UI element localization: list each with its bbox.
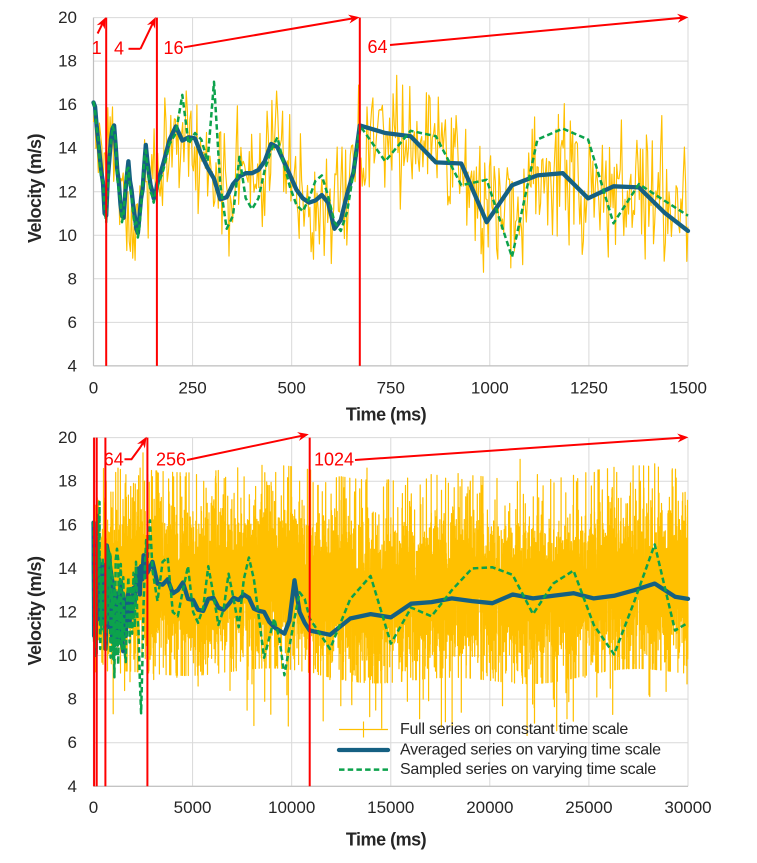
svg-text:8: 8 xyxy=(68,690,77,709)
svg-text:Velocity (m/s): Velocity (m/s) xyxy=(25,556,45,666)
svg-text:15000: 15000 xyxy=(367,798,414,817)
svg-text:Averaged series on varying tim: Averaged series on varying time scale xyxy=(400,742,661,759)
svg-text:1: 1 xyxy=(92,38,102,58)
svg-text:1500: 1500 xyxy=(669,379,707,398)
svg-text:0: 0 xyxy=(89,798,98,817)
svg-text:30000: 30000 xyxy=(664,798,711,817)
svg-text:10: 10 xyxy=(58,226,77,245)
svg-text:18: 18 xyxy=(58,52,77,71)
svg-text:10: 10 xyxy=(58,646,77,665)
svg-text:6: 6 xyxy=(68,313,77,332)
svg-text:1000: 1000 xyxy=(471,379,509,398)
svg-text:1250: 1250 xyxy=(570,379,608,398)
svg-text:Sampled series on varying time: Sampled series on varying time scale xyxy=(400,761,656,778)
svg-text:250: 250 xyxy=(178,379,206,398)
svg-text:256: 256 xyxy=(156,450,186,470)
svg-text:4: 4 xyxy=(114,38,124,58)
svg-text:12: 12 xyxy=(58,182,77,201)
svg-text:16: 16 xyxy=(58,95,77,114)
svg-text:64: 64 xyxy=(104,450,124,470)
svg-text:14: 14 xyxy=(58,139,77,158)
svg-text:16: 16 xyxy=(58,515,77,534)
svg-text:1024: 1024 xyxy=(314,450,354,470)
svg-text:10000: 10000 xyxy=(268,798,315,817)
svg-text:20000: 20000 xyxy=(466,798,513,817)
svg-text:16: 16 xyxy=(163,38,183,58)
svg-text:0: 0 xyxy=(89,379,98,398)
svg-text:6: 6 xyxy=(68,733,77,752)
svg-text:64: 64 xyxy=(367,37,387,57)
svg-text:12: 12 xyxy=(58,602,77,621)
svg-text:Time (ms): Time (ms) xyxy=(346,830,427,850)
svg-text:Velocity (m/s): Velocity (m/s) xyxy=(25,133,45,243)
svg-text:Full series on constant time s: Full series on constant time scale xyxy=(400,721,628,738)
svg-text:8: 8 xyxy=(68,269,77,288)
svg-text:750: 750 xyxy=(377,379,405,398)
svg-text:500: 500 xyxy=(277,379,305,398)
svg-text:5000: 5000 xyxy=(174,798,212,817)
svg-text:Time (ms): Time (ms) xyxy=(346,405,427,425)
svg-text:20: 20 xyxy=(58,8,77,27)
svg-text:25000: 25000 xyxy=(565,798,612,817)
svg-text:18: 18 xyxy=(58,472,77,491)
svg-text:4: 4 xyxy=(68,356,77,375)
svg-text:20: 20 xyxy=(58,428,77,447)
svg-text:4: 4 xyxy=(68,777,77,796)
svg-text:14: 14 xyxy=(58,559,77,578)
